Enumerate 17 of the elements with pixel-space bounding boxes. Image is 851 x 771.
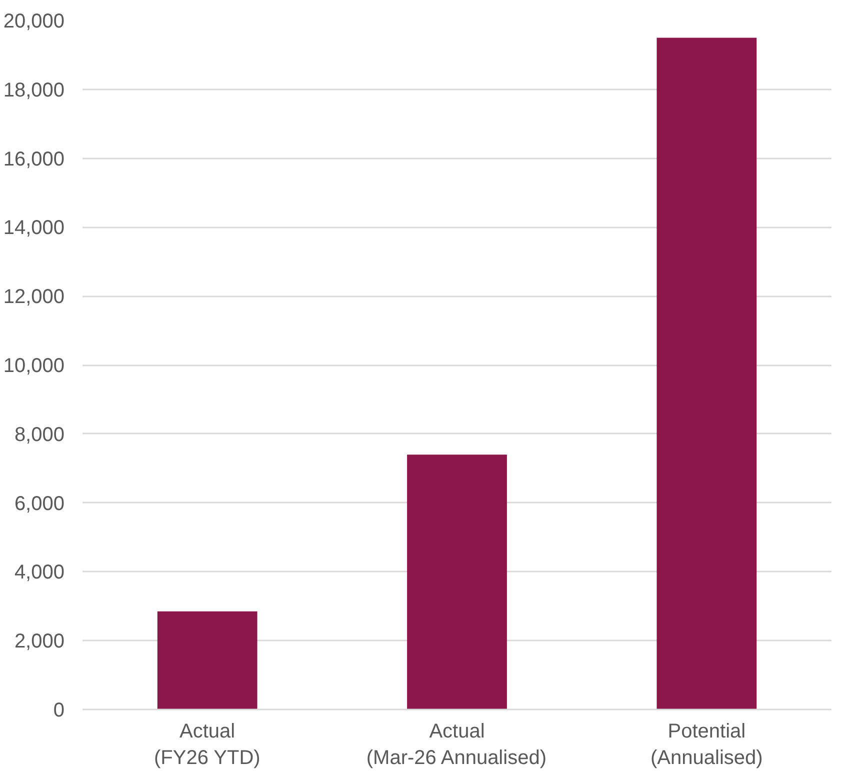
y-tick-label: 8,000 <box>14 424 65 446</box>
y-tick-label: 2,000 <box>14 630 65 653</box>
y-tick-label: 6,000 <box>14 492 65 515</box>
y-tick-label: 0 <box>53 700 64 722</box>
y-tick-label: 4,000 <box>14 562 65 584</box>
x-tick-label: Potential (Annualised) <box>650 720 763 769</box>
y-tick-label: 20,000 <box>3 10 64 32</box>
bar <box>407 454 507 710</box>
x-tick-label: Actual (FY26 YTD) <box>154 720 260 769</box>
y-tick-label: 18,000 <box>3 79 64 102</box>
bar <box>157 611 258 710</box>
y-tick-label: 12,000 <box>3 286 64 308</box>
x-tick-label: Actual (Mar-26 Annualised) <box>366 720 546 769</box>
y-tick-label: 10,000 <box>3 355 64 377</box>
bar <box>656 38 757 710</box>
y-tick-label: 14,000 <box>3 217 64 240</box>
y-tick-label: 16,000 <box>3 148 64 170</box>
